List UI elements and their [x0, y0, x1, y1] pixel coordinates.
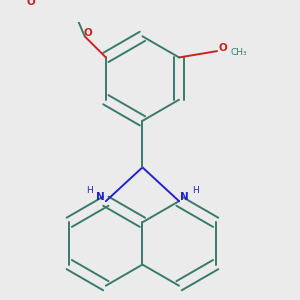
Text: H: H: [86, 186, 93, 195]
Text: O: O: [83, 28, 92, 38]
Text: N: N: [180, 192, 189, 203]
Text: H: H: [192, 186, 199, 195]
Text: CH₃: CH₃: [231, 48, 247, 57]
Text: O: O: [219, 43, 227, 53]
Text: O: O: [27, 0, 35, 8]
Text: N: N: [96, 192, 105, 203]
